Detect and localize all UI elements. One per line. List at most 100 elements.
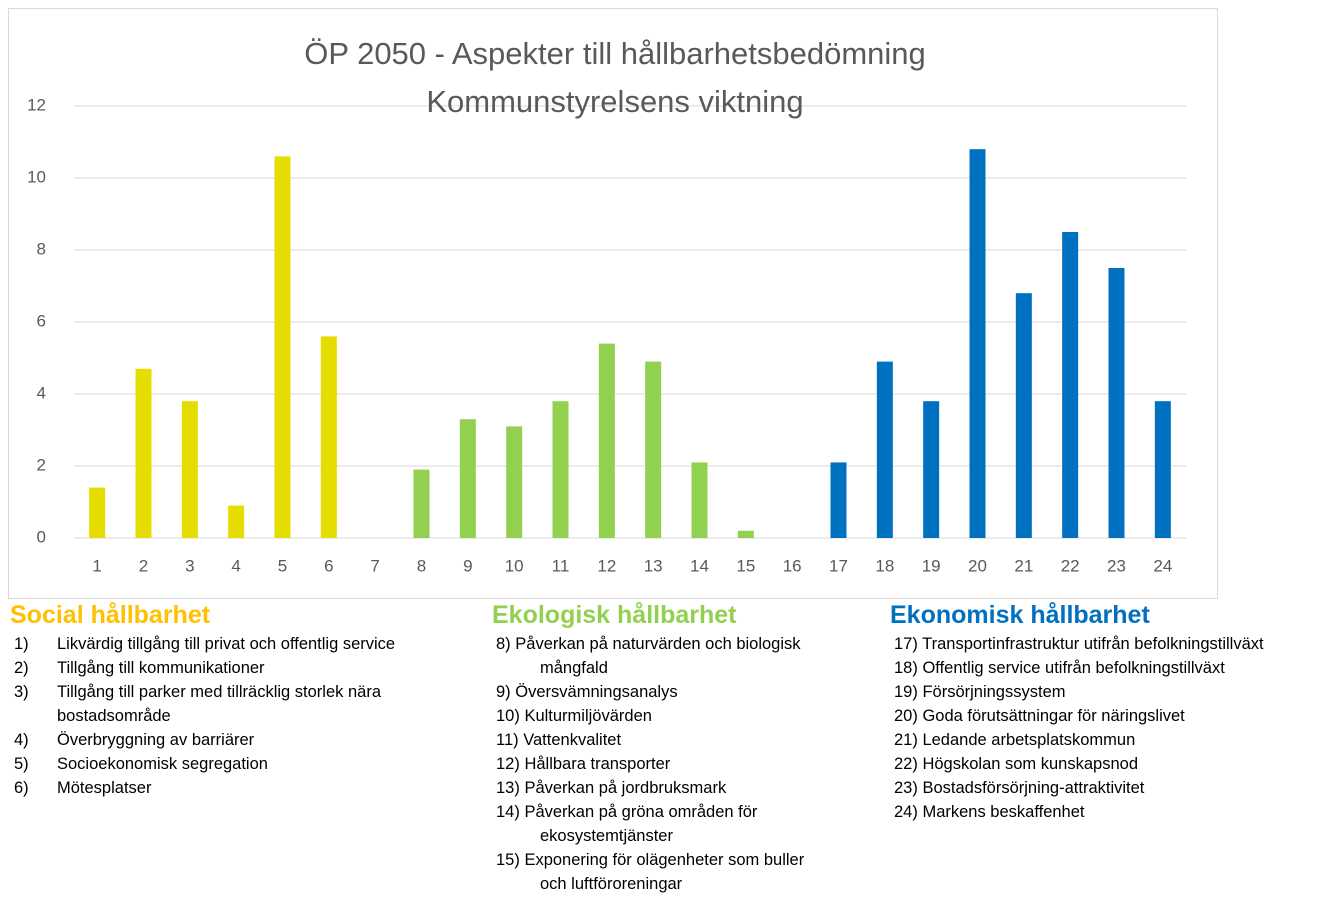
item-number: 19) <box>894 683 918 701</box>
x-tick-label: 13 <box>644 556 663 575</box>
bar <box>1062 232 1079 538</box>
x-tick-label: 5 <box>278 556 287 575</box>
x-tick-label: 10 <box>505 556 524 575</box>
item-text: Översvämningsanalys <box>515 683 678 701</box>
x-tick-label: 17 <box>829 556 848 575</box>
x-tick-label: 6 <box>324 556 333 575</box>
x-tick-label: 9 <box>463 556 472 575</box>
item-number: 17) <box>894 635 918 653</box>
item-text: Påverkan på jordbruksmark <box>524 779 727 797</box>
x-tick-label: 2 <box>139 556 148 575</box>
bar <box>228 505 245 538</box>
item-text: Goda förutsättningar för näringslivet <box>922 707 1185 725</box>
chart-border <box>8 8 1218 599</box>
bars <box>89 149 1171 538</box>
legend-item: 19) Försörjningssystem <box>890 680 1320 704</box>
x-tick-label: 12 <box>597 556 616 575</box>
legend-item: 17) Transportinfrastruktur utifrån befol… <box>890 632 1320 656</box>
item-text: Likvärdig tillgång till privat och offen… <box>57 635 396 653</box>
legend-item: 22) Högskolan som kunskapsnod <box>890 752 1320 776</box>
item-number: 12) <box>496 755 520 773</box>
item-number: 18) <box>894 659 918 677</box>
legend-item: 8) Påverkan på naturvärden och biologisk… <box>492 632 820 680</box>
x-tick-label: 23 <box>1107 556 1126 575</box>
item-text: Försörjningssystem <box>922 683 1066 701</box>
item-number: 5) <box>14 755 29 773</box>
x-tick-label: 14 <box>690 556 709 575</box>
item-number: 11) <box>496 731 519 749</box>
item-text: Överbryggning av barriärer <box>57 731 255 749</box>
item-text: Transportinfrastruktur utifrån befolknin… <box>922 635 1264 653</box>
legend-item: 21) Ledande arbetsplatskommun <box>890 728 1320 752</box>
legend-group: Ekologisk hållbarhet 8) Påverkan på natur… <box>492 598 852 896</box>
item-text: Tillgång till parker med tillräcklig sto… <box>57 683 382 725</box>
bar <box>89 487 106 538</box>
legend-item: 20) Goda förutsättningar för näringslive… <box>890 704 1320 728</box>
legend-item: 5) Socioekonomisk segregation <box>10 752 470 776</box>
legend-item: 10) Kulturmiljövärden <box>492 704 820 728</box>
legend-item: 4) Överbryggning av barriärer <box>10 728 470 752</box>
x-tick-label: 20 <box>968 556 987 575</box>
bar <box>1108 268 1125 538</box>
x-tick-label: 21 <box>1014 556 1033 575</box>
x-tick-label: 18 <box>875 556 894 575</box>
x-tick-label: 22 <box>1061 556 1080 575</box>
bar <box>876 361 893 538</box>
bar <box>598 343 615 538</box>
bar <box>737 530 754 538</box>
item-text: Offentlig service utifrån befolkningstil… <box>922 659 1225 677</box>
item-number: 4) <box>14 731 29 749</box>
chart-subtitle: Kommunstyrelsens viktning <box>426 84 803 119</box>
legend-item: 18) Offentlig service utifrån befolkning… <box>890 656 1320 680</box>
item-text: Påverkan på gröna områden för ekosystemt… <box>524 803 758 845</box>
bar <box>274 156 291 538</box>
bar <box>830 462 847 538</box>
bar <box>923 401 940 538</box>
item-text: Kulturmiljövärden <box>524 707 652 725</box>
item-text: Socioekonomisk segregation <box>57 755 268 773</box>
item-number: 21) <box>894 731 918 749</box>
group-heading: Ekologisk hållbarhet <box>492 601 737 629</box>
item-text: Vattenkvalitet <box>523 731 622 749</box>
item-number: 24) <box>894 803 918 821</box>
bar <box>1015 293 1032 538</box>
legend-item: 2) Tillgång till kommunikationer <box>10 656 470 680</box>
y-tick-label: 0 <box>37 527 46 546</box>
bar <box>1154 401 1171 538</box>
bar <box>320 336 337 538</box>
bar <box>135 368 152 538</box>
x-tick-label: 8 <box>417 556 426 575</box>
item-text: Tillgång till kommunikationer <box>57 659 265 677</box>
x-tick-label: 16 <box>783 556 802 575</box>
legend-item: 6) Mötesplatser <box>10 776 470 800</box>
bar <box>645 361 662 538</box>
x-tick-label: 3 <box>185 556 194 575</box>
legend-group: Social hållbarhet 1) Likvärdig tillgång ti… <box>10 598 470 800</box>
bar <box>506 426 523 538</box>
item-text: Bostadsförsörjning-attraktivitet <box>922 779 1145 797</box>
item-number: 3) <box>14 683 29 701</box>
legend-item: 14) Påverkan på gröna områden för ekosys… <box>492 800 820 848</box>
item-number: 13) <box>496 779 520 797</box>
item-text: Exponering för olägenheter som buller oc… <box>524 851 805 893</box>
item-text: Mötesplatser <box>57 779 152 797</box>
x-tick-label: 19 <box>922 556 941 575</box>
bar <box>459 419 476 538</box>
x-tick-label: 11 <box>552 556 570 575</box>
y-tick-label: 10 <box>27 167 46 186</box>
item-number: 8) <box>496 635 511 653</box>
chart-title: ÖP 2050 - Aspekter till hållbarhetsbedöm… <box>304 36 926 71</box>
x-tick-label: 4 <box>231 556 240 575</box>
item-text: Hållbara transporter <box>524 755 671 773</box>
legend-group: Ekonomisk hållbarhet 17) Transportinfrast… <box>890 598 1326 824</box>
legend-item: 24) Markens beskaffenhet <box>890 800 1320 824</box>
item-number: 1) <box>14 635 29 653</box>
legend-item: 1) Likvärdig tillgång till privat och off… <box>10 632 470 656</box>
item-number: 22) <box>894 755 918 773</box>
item-number: 14) <box>496 803 520 821</box>
bar <box>181 401 198 538</box>
x-tick-label: 1 <box>92 556 101 575</box>
x-tick-label: 7 <box>370 556 379 575</box>
